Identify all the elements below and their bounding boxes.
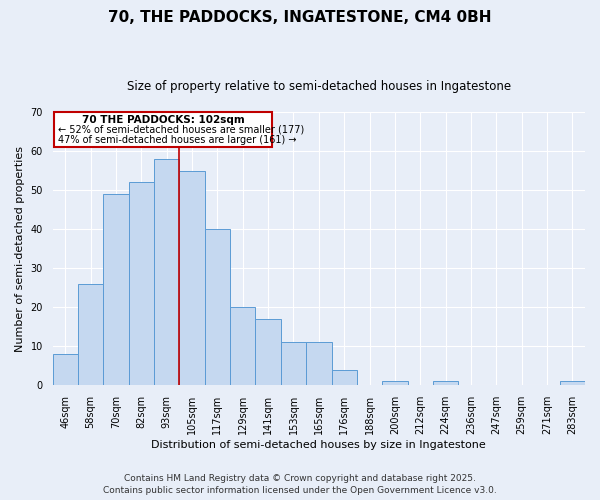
FancyBboxPatch shape — [54, 112, 272, 148]
Text: Contains HM Land Registry data © Crown copyright and database right 2025.
Contai: Contains HM Land Registry data © Crown c… — [103, 474, 497, 495]
Y-axis label: Number of semi-detached properties: Number of semi-detached properties — [15, 146, 25, 352]
X-axis label: Distribution of semi-detached houses by size in Ingatestone: Distribution of semi-detached houses by … — [151, 440, 486, 450]
Bar — [103, 194, 129, 386]
Text: 47% of semi-detached houses are larger (161) →: 47% of semi-detached houses are larger (… — [58, 135, 296, 145]
Bar — [230, 308, 256, 386]
Bar — [205, 230, 230, 386]
Text: 70 THE PADDOCKS: 102sqm: 70 THE PADDOCKS: 102sqm — [82, 116, 244, 126]
Bar — [433, 382, 458, 386]
Bar — [179, 170, 205, 386]
Title: Size of property relative to semi-detached houses in Ingatestone: Size of property relative to semi-detach… — [127, 80, 511, 93]
Bar — [53, 354, 78, 386]
Bar — [78, 284, 103, 386]
Bar — [560, 382, 585, 386]
Text: 70, THE PADDOCKS, INGATESTONE, CM4 0BH: 70, THE PADDOCKS, INGATESTONE, CM4 0BH — [108, 10, 492, 25]
Bar — [256, 319, 281, 386]
Bar — [129, 182, 154, 386]
Bar — [382, 382, 407, 386]
Bar — [332, 370, 357, 386]
Text: ← 52% of semi-detached houses are smaller (177): ← 52% of semi-detached houses are smalle… — [58, 124, 304, 134]
Bar — [281, 342, 306, 386]
Bar — [154, 159, 179, 386]
Bar — [306, 342, 332, 386]
